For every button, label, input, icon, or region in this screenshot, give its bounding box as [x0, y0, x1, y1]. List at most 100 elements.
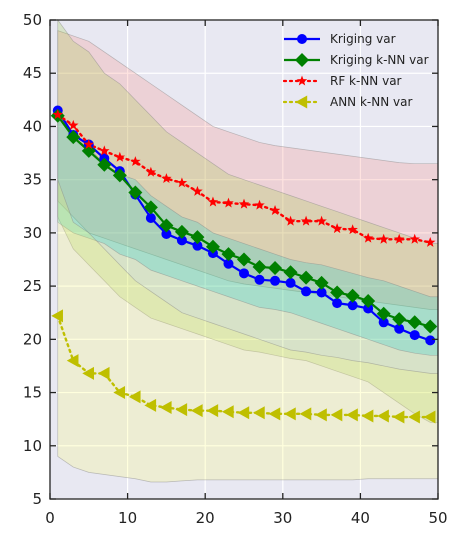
data-point-2	[300, 215, 312, 226]
data-point-2	[238, 198, 250, 209]
data-point-0	[409, 330, 420, 341]
data-point-1	[314, 275, 329, 290]
data-point-1	[423, 319, 438, 334]
data-point-1	[159, 218, 174, 233]
data-point-3	[284, 407, 296, 421]
data-point-2	[161, 173, 172, 184]
data-point-3	[190, 404, 203, 418]
data-point-3	[423, 410, 436, 424]
data-point-2	[99, 145, 110, 156]
data-point-1	[66, 130, 81, 145]
data-point-3	[175, 403, 188, 417]
data-point-3	[66, 354, 79, 368]
axis-ticks: 0 10 20 30 40 50 5 10 15 20 25 30 35 40 45 50	[23, 11, 448, 527]
data-point-2	[145, 166, 157, 177]
legend-marker	[295, 53, 309, 67]
data-point-1	[190, 230, 205, 245]
data-point-2	[52, 109, 63, 120]
data-point-3	[97, 366, 110, 380]
legend-marker	[296, 75, 308, 86]
data-point-0	[145, 212, 156, 223]
data-point-1	[283, 265, 298, 280]
data-point-2	[378, 233, 389, 244]
data-point-2	[130, 156, 141, 167]
data-point-3	[237, 406, 250, 420]
data-point-3	[144, 398, 157, 412]
data-point-3	[346, 408, 358, 422]
y-tick-label: 25	[23, 277, 42, 295]
y-tick-label: 30	[23, 224, 42, 242]
data-point-3	[299, 407, 312, 421]
data-point-0	[378, 317, 389, 328]
data-point-3	[113, 386, 126, 400]
data-point-0	[239, 268, 249, 279]
y-tick-label: 45	[23, 64, 42, 82]
data-point-2	[223, 197, 234, 208]
data-point-2	[176, 177, 188, 188]
data-point-2	[425, 236, 436, 247]
data-point-3	[377, 409, 389, 423]
data-point-3	[159, 400, 172, 414]
data-point-0	[254, 274, 265, 285]
data-point-1	[174, 224, 189, 239]
data-point-3	[392, 410, 405, 424]
data-point-0	[425, 335, 436, 346]
data-point-1	[143, 200, 158, 215]
data-point-3	[221, 405, 234, 419]
axes-frame	[49, 19, 439, 500]
data-point-2	[207, 196, 219, 207]
y-tick-label: 20	[23, 330, 42, 348]
y-tick-label: 10	[23, 437, 42, 455]
data-point-0	[223, 258, 234, 269]
legend-marker	[297, 34, 307, 44]
x-tick-label: 0	[45, 509, 55, 527]
series-markers	[50, 105, 438, 424]
y-tick-label: 35	[23, 171, 42, 189]
legend-marker	[295, 95, 308, 109]
y-tick-label: 15	[23, 384, 42, 402]
data-point-1	[268, 261, 283, 276]
data-point-0	[270, 275, 281, 286]
data-point-0	[316, 287, 327, 298]
y-tick-label: 5	[32, 490, 42, 508]
legend-label: Kriging var	[330, 32, 396, 46]
data-point-2	[83, 139, 95, 149]
data-point-1	[112, 168, 127, 183]
x-tick-label: 30	[273, 509, 292, 527]
data-point-0	[176, 235, 187, 246]
data-point-2	[269, 205, 281, 215]
data-point-1	[97, 157, 112, 172]
data-point-3	[206, 404, 219, 418]
data-point-2	[285, 215, 296, 226]
data-point-3	[361, 409, 374, 423]
data-point-3	[253, 406, 265, 420]
y-tick-label: 50	[23, 11, 42, 29]
data-point-2	[114, 151, 126, 162]
data-point-3	[268, 407, 281, 421]
x-tick-label: 50	[428, 509, 447, 527]
data-point-1	[407, 315, 422, 330]
x-tick-label: 20	[196, 509, 215, 527]
legend-label: Kriging k-NN var	[330, 53, 429, 67]
data-point-1	[128, 185, 143, 200]
data-point-1	[81, 143, 96, 158]
x-tick-label: 40	[351, 509, 370, 527]
data-point-0	[285, 277, 296, 288]
data-point-2	[409, 233, 420, 244]
data-point-2	[331, 223, 343, 234]
data-point-2	[347, 224, 358, 235]
data-point-0	[394, 323, 405, 334]
data-point-1	[221, 247, 236, 262]
data-point-0	[347, 300, 358, 311]
data-point-1	[299, 270, 314, 285]
legend-label: ANN k-NN var	[330, 95, 412, 109]
data-point-3	[408, 410, 420, 424]
data-point-0	[192, 240, 203, 251]
data-point-0	[332, 298, 343, 309]
data-point-1	[392, 312, 407, 327]
data-point-2	[68, 119, 79, 130]
x-tick-label: 10	[118, 509, 137, 527]
data-point-1	[330, 285, 345, 300]
data-point-2	[192, 185, 203, 196]
